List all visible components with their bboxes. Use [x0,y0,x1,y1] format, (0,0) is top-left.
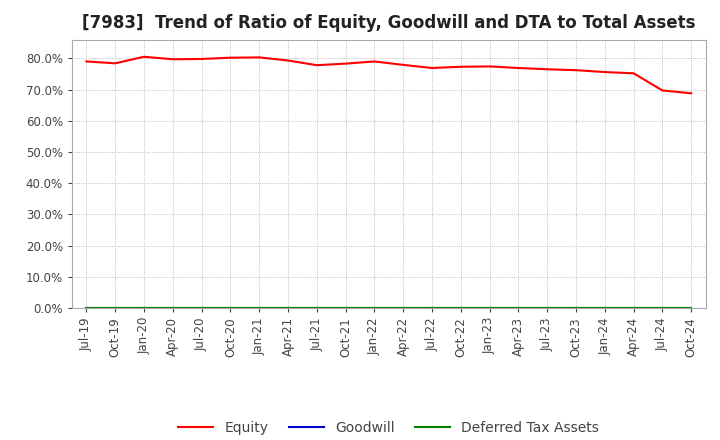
Equity [572,68,580,73]
Goodwill [399,305,408,311]
Deferred Tax Assets [370,305,379,311]
Equity [284,58,292,63]
Deferred Tax Assets [485,305,494,311]
Line: Equity: Equity [86,57,691,93]
Equity [687,91,696,96]
Deferred Tax Assets [658,305,667,311]
Goodwill [629,305,638,311]
Equity [629,71,638,76]
Goodwill [82,305,91,311]
Deferred Tax Assets [687,305,696,311]
Title: [7983]  Trend of Ratio of Equity, Goodwill and DTA to Total Assets: [7983] Trend of Ratio of Equity, Goodwil… [82,15,696,33]
Equity [658,88,667,93]
Equity [600,70,609,75]
Goodwill [456,305,465,311]
Deferred Tax Assets [600,305,609,311]
Goodwill [168,305,177,311]
Goodwill [226,305,235,311]
Goodwill [140,305,148,311]
Goodwill [197,305,206,311]
Goodwill [255,305,264,311]
Deferred Tax Assets [284,305,292,311]
Deferred Tax Assets [543,305,552,311]
Goodwill [370,305,379,311]
Goodwill [428,305,436,311]
Deferred Tax Assets [226,305,235,311]
Equity [197,56,206,62]
Deferred Tax Assets [629,305,638,311]
Equity [399,62,408,67]
Equity [140,54,148,59]
Deferred Tax Assets [168,305,177,311]
Deferred Tax Assets [312,305,321,311]
Equity [255,55,264,60]
Deferred Tax Assets [341,305,350,311]
Goodwill [341,305,350,311]
Equity [485,64,494,69]
Goodwill [687,305,696,311]
Deferred Tax Assets [111,305,120,311]
Goodwill [658,305,667,311]
Goodwill [312,305,321,311]
Goodwill [284,305,292,311]
Deferred Tax Assets [255,305,264,311]
Deferred Tax Assets [514,305,523,311]
Equity [168,57,177,62]
Equity [82,59,91,64]
Deferred Tax Assets [399,305,408,311]
Equity [226,55,235,60]
Deferred Tax Assets [428,305,436,311]
Goodwill [543,305,552,311]
Equity [341,61,350,66]
Equity [111,61,120,66]
Deferred Tax Assets [82,305,91,311]
Deferred Tax Assets [572,305,580,311]
Equity [514,66,523,71]
Deferred Tax Assets [197,305,206,311]
Deferred Tax Assets [456,305,465,311]
Equity [370,59,379,64]
Goodwill [111,305,120,311]
Goodwill [600,305,609,311]
Goodwill [514,305,523,311]
Deferred Tax Assets [140,305,148,311]
Legend: Equity, Goodwill, Deferred Tax Assets: Equity, Goodwill, Deferred Tax Assets [173,415,605,440]
Equity [543,66,552,72]
Equity [312,62,321,68]
Goodwill [485,305,494,311]
Goodwill [572,305,580,311]
Equity [456,64,465,70]
Equity [428,66,436,71]
